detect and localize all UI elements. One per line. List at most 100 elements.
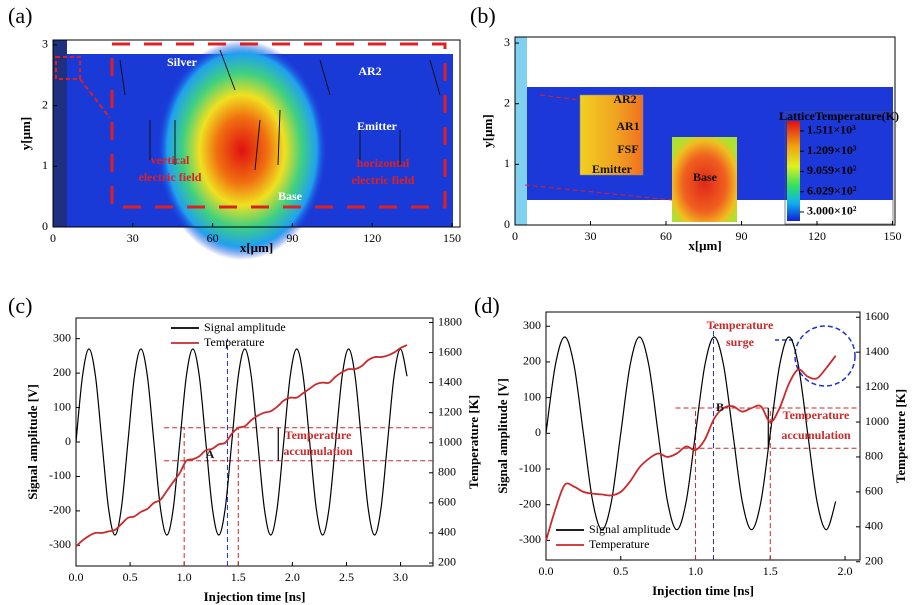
y2-tick-label: 600	[438, 495, 456, 509]
y-tick-label: -300	[519, 532, 541, 546]
x-tick-label: 1.0	[688, 564, 703, 578]
legend-label: Temperature	[589, 537, 649, 551]
y2-axis-title: Temperature [K]	[466, 395, 481, 489]
plot-frame	[52, 39, 461, 228]
y-tick-label: 2	[42, 97, 48, 111]
x-tick-label: 2.0	[838, 564, 853, 578]
y-axis-title: Signal amplitude [V]	[495, 378, 510, 494]
annotation: electric field	[352, 173, 415, 187]
x-tick-label: 0	[50, 231, 56, 245]
annotation: surge	[726, 335, 755, 349]
y-tick-label: 0	[42, 219, 48, 233]
x-tick-label: 0	[512, 229, 518, 243]
y2-tick-label: 400	[438, 525, 456, 539]
annotation: accumulation	[781, 428, 851, 442]
highlight-circle	[794, 325, 856, 387]
plot-frame	[545, 311, 861, 561]
x-tick-label: 0.0	[69, 570, 84, 584]
x-tick-label: 150	[883, 229, 901, 243]
annotation: Temperature	[285, 428, 352, 442]
annotation: Emitter	[592, 162, 633, 176]
y2-tick-label: 200	[865, 553, 883, 567]
annotation: A	[206, 447, 215, 461]
panel-label: (d)	[474, 293, 500, 318]
series-line	[75, 344, 408, 548]
y2-tick-label: 1400	[438, 374, 462, 388]
y-tick-label: 100	[523, 389, 541, 403]
y-tick-label: 200	[53, 365, 71, 379]
y-tick-label: -200	[519, 496, 541, 510]
y-tick-label: -200	[49, 503, 71, 517]
annotation: Temperature	[707, 318, 774, 332]
annotation: Temperature	[783, 408, 850, 422]
field-map-a	[53, 40, 453, 260]
series-line	[75, 348, 408, 536]
y-tick-label: 1	[504, 156, 510, 170]
annotation: electric field	[139, 170, 202, 184]
x-tick-label: 0.0	[539, 564, 554, 578]
annotation: Base	[693, 170, 718, 184]
y-tick-label: 0	[65, 434, 71, 448]
y-tick-label: -300	[49, 537, 71, 551]
x-tick-label: 3.0	[393, 570, 408, 584]
annotation: Emitter	[357, 119, 398, 133]
y2-tick-label: 200	[438, 555, 456, 569]
panel-label: (a)	[8, 3, 32, 28]
series-line	[545, 336, 837, 531]
colorbar-tick-label: 1.511×10³	[807, 123, 856, 137]
legend-label: Signal amplitude	[589, 522, 671, 536]
y2-tick-label: 800	[865, 449, 883, 463]
y2-tick-label: 1400	[865, 344, 889, 358]
y-tick-label: 3	[504, 35, 510, 49]
x-tick-label: 30	[127, 231, 139, 245]
x-tick-label: 90	[735, 229, 747, 243]
x-tick-label: 0.5	[613, 564, 628, 578]
y2-tick-label: 1000	[865, 414, 889, 428]
annotation: horizontal	[357, 156, 410, 170]
x-tick-label: 30	[584, 229, 596, 243]
x-tick-label: 1.0	[177, 570, 192, 584]
y-tick-label: 300	[523, 318, 541, 332]
field-map-b	[515, 37, 894, 225]
annotation: accumulation	[283, 444, 353, 458]
x-tick-label: 120	[808, 229, 826, 243]
panel-label: (c)	[8, 293, 32, 318]
colorbar-tick-label: 3.000×10²	[807, 204, 857, 218]
y-tick-label: -100	[519, 461, 541, 475]
x-tick-label: 60	[660, 229, 672, 243]
y2-tick-label: 400	[865, 519, 883, 533]
x-tick-label: 60	[207, 231, 219, 245]
y2-axis-title: Temperature [K]	[893, 389, 908, 483]
y2-tick-label: 1600	[865, 309, 889, 323]
y-axis-title: y[μm]	[480, 114, 495, 147]
plot-frame	[75, 317, 434, 567]
y-tick-label: 2	[504, 95, 510, 109]
y-tick-label: 3	[42, 37, 48, 51]
legend-label: Temperature	[204, 335, 264, 349]
y-axis-title: y[μm]	[18, 117, 33, 150]
y-tick-label: 1	[42, 158, 48, 172]
x-tick-label: 1.5	[763, 564, 778, 578]
y2-tick-label: 1200	[865, 379, 889, 393]
annotation: Silver	[167, 55, 198, 69]
y2-tick-label: 1800	[438, 314, 462, 328]
x-tick-label: 1.5	[231, 570, 246, 584]
x-axis-title: Injection time [ns]	[204, 589, 306, 604]
y2-tick-label: 1200	[438, 404, 462, 418]
y-tick-label: 0	[504, 217, 510, 231]
y-tick-label: -100	[49, 468, 71, 482]
y-tick-label: 300	[53, 330, 71, 344]
y2-tick-label: 1000	[438, 435, 462, 449]
x-tick-label: 2.0	[285, 570, 300, 584]
annotation: FSF	[617, 142, 638, 156]
x-tick-label: 0.5	[123, 570, 138, 584]
x-axis-title: x[μm]	[240, 240, 273, 255]
colorbar-title: LatticeTemperature(K)	[779, 109, 899, 123]
y-tick-label: 100	[53, 399, 71, 413]
colorbar-tick-label: 9.059×10²	[807, 163, 857, 177]
annotation: AR2	[358, 64, 381, 78]
plot-frame	[514, 36, 896, 226]
annotation: Base	[278, 189, 303, 203]
annotation: vertical	[151, 153, 190, 167]
y-axis-title: Signal amplitude [V]	[25, 384, 40, 500]
